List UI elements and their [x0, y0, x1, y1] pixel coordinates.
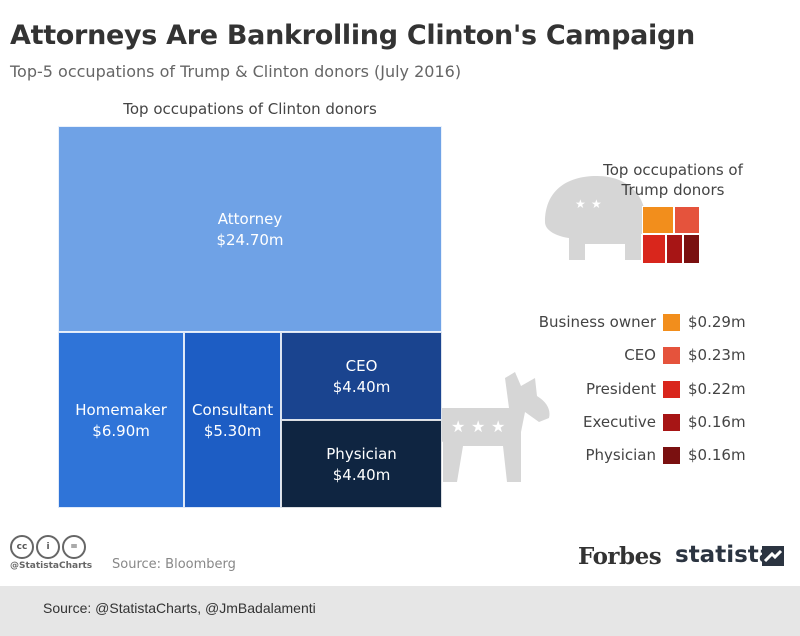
legend-swatch	[663, 314, 680, 331]
legend-label: CEO	[624, 346, 656, 365]
cc-icon: cc	[10, 535, 34, 559]
infographic-card: Attorneys Are Bankrolling Clinton's Camp…	[10, 20, 784, 572]
tile-name-label: Attorney	[217, 210, 283, 229]
legend-swatch	[663, 447, 680, 465]
clinton-tile-ceo: CEO $4.40m	[281, 332, 442, 421]
legend-swatch	[663, 413, 680, 431]
legend-entry: Physician $0.16m	[500, 445, 780, 467]
svg-text:★: ★	[591, 197, 602, 211]
svg-text:★: ★	[471, 417, 485, 436]
legend-value: $0.23m	[688, 346, 746, 365]
clinton-tile-consultant: Consultant $5.30m	[184, 332, 282, 508]
license-icons: cc i =	[10, 534, 88, 559]
statista-logo-text: statista	[675, 542, 775, 568]
donkey-icon: ★ ★ ★	[429, 372, 550, 482]
credits-text: Source: @StatistaCharts, @JmBadalamenti	[43, 600, 316, 616]
legend-swatch	[663, 380, 680, 398]
tile-name-label: Physician	[326, 445, 397, 464]
caption-bar: Source: @StatistaCharts, @JmBadalamenti	[0, 586, 800, 636]
forbes-logo: Forbes	[578, 543, 662, 570]
page-title: Attorneys Are Bankrolling Clinton's Camp…	[10, 20, 695, 51]
tile-name-label: Consultant	[192, 401, 274, 420]
legend-entry: President $0.22m	[500, 379, 780, 401]
source-note: Source: Bloomberg	[112, 557, 236, 572]
statista-logo-icon	[762, 546, 784, 566]
svg-text:★: ★	[575, 197, 586, 211]
trump-chart-title: Top occupations of Trump donors	[603, 161, 743, 199]
legend-label: Business owner	[538, 313, 656, 331]
page-subtitle: Top-5 occupations of Trump & Clinton don…	[10, 62, 462, 81]
trump-tile-president	[642, 234, 666, 264]
legend-swatch	[663, 347, 680, 365]
legend-value: $0.16m	[688, 412, 746, 431]
legend-value: $0.29m	[688, 313, 746, 331]
svg-text:★: ★	[451, 417, 465, 436]
clinton-tile-physician: Physician $4.40m	[281, 420, 442, 508]
legend-value: $0.22m	[688, 379, 746, 398]
legend-entry: CEO $0.23m	[500, 345, 780, 367]
tile-value-label: $6.90m	[92, 422, 150, 441]
tile-value-label: $4.40m	[332, 466, 391, 485]
legend-label: Physician	[585, 446, 656, 465]
svg-text:★: ★	[491, 417, 505, 436]
attribution-icon: i	[36, 535, 60, 559]
legend-label: Executive	[582, 412, 656, 431]
clinton-tile-homemaker: Homemaker $6.90m	[58, 332, 185, 508]
trump-tile-business-owner	[642, 206, 675, 235]
tile-value-label: $24.70m	[216, 231, 284, 250]
trump-tile-ceo	[674, 206, 700, 235]
tile-value-label: $5.30m	[203, 422, 262, 441]
statista-handle: @StatistaCharts	[10, 561, 93, 571]
clinton-tile-attorney: Attorney $24.70m	[58, 126, 442, 333]
trump-tile-physician	[682, 234, 700, 264]
legend-value: $0.16m	[688, 446, 746, 465]
legend-label: President	[586, 379, 656, 398]
elephant-icon: ★ ★	[545, 176, 651, 260]
tile-name-label: Homemaker	[75, 401, 167, 420]
clinton-chart-title: Top occupations of Clinton donors	[123, 100, 377, 118]
trump-tile-executive	[665, 234, 683, 264]
no-derivatives-icon: =	[62, 535, 86, 559]
tile-name-label: CEO	[345, 357, 378, 376]
legend-entry: Executive $0.16m	[500, 412, 780, 434]
legend-entry: Business owner $0.29m	[500, 312, 780, 334]
tile-value-label: $4.40m	[332, 378, 391, 397]
